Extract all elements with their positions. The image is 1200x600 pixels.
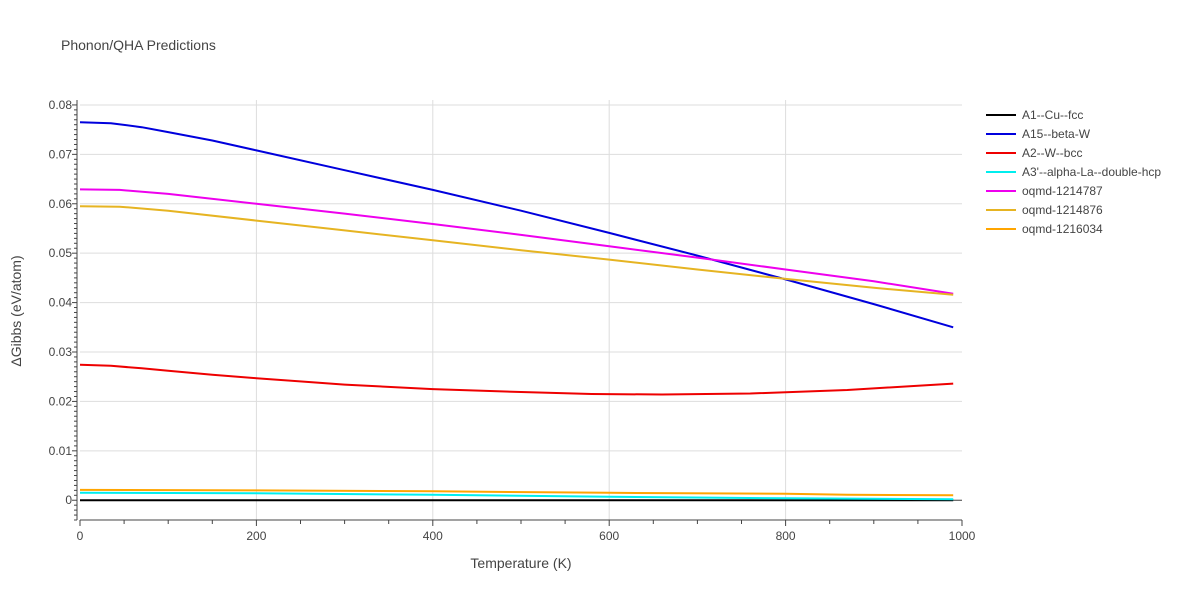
y-axis-label: ΔGibbs (eV/atom) [8,255,24,366]
x-tick-label: 0 [77,529,84,543]
legend-item[interactable]: A15--beta-W [986,127,1091,141]
grid [80,100,962,520]
legend-item[interactable]: oqmd-1214787 [986,184,1103,198]
y-tick-label: 0.08 [49,98,73,112]
series-line [79,488,954,497]
y-tick-label: 0.03 [49,345,73,359]
legend-label: A15--beta-W [1022,127,1091,141]
y-tick-label: 0.04 [49,296,73,310]
x-axis-label: Temperature (K) [470,555,571,571]
legend-item[interactable]: oqmd-1216034 [986,222,1103,236]
y-tick-label: 0.01 [49,444,73,458]
x-tick-label: 1000 [949,529,976,543]
y-tick-label: 0.05 [49,246,73,260]
legend-item[interactable]: A3'--alpha-La--double-hcp [986,165,1161,179]
x-tick-label: 800 [776,529,796,543]
series-line [79,188,954,295]
legend-label: A3'--alpha-La--double-hcp [1022,165,1161,179]
chart-title: Phonon/QHA Predictions [61,37,216,53]
legend-label: oqmd-1214876 [1022,203,1103,217]
x-tick-label: 400 [423,529,443,543]
x-tick-label: 200 [246,529,266,543]
axes: 0 200 400 600 800 1000 0 0.01 0.02 0.03 0.04 0.05 0.… [49,98,976,543]
series-line [79,363,954,396]
legend[interactable]: A1--Cu--fcc A15--beta-W A2--W--bcc A3'--alp… [986,108,1161,236]
series-line [79,205,954,296]
legend-label: oqmd-1214787 [1022,184,1103,198]
y-tick-label: 0.07 [49,147,73,161]
legend-item[interactable]: A1--Cu--fcc [986,108,1083,122]
series-line [79,491,954,501]
legend-label: A1--Cu--fcc [1022,108,1083,122]
y-tick-label: 0 [65,493,72,507]
legend-label: A2--W--bcc [1022,146,1082,160]
legend-label: oqmd-1216034 [1022,222,1103,236]
y-tick-label: 0.06 [49,197,73,211]
legend-item[interactable]: A2--W--bcc [986,146,1082,160]
series-line [79,121,954,329]
y-tick-label: 0.02 [49,394,73,408]
legend-item[interactable]: oqmd-1214876 [986,203,1103,217]
x-tick-label: 600 [599,529,619,543]
plot-area [79,121,954,502]
